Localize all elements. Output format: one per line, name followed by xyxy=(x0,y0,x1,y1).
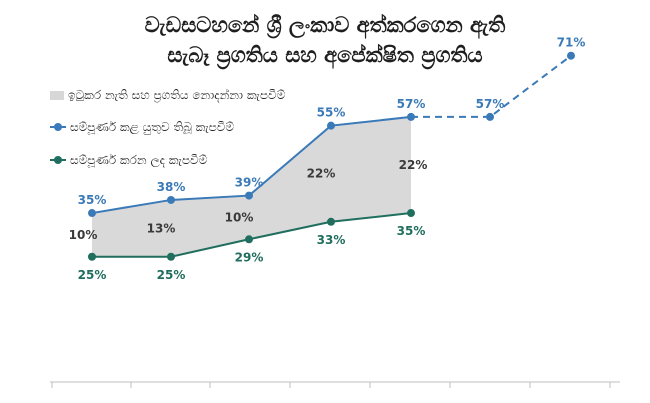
gap-data-label: 10% xyxy=(69,228,98,242)
gap-data-label: 13% xyxy=(147,221,176,235)
chart-title-line2: සැබෑ ප්‍රගතිය සහ අපේක්ෂිත ප්‍රගතිය xyxy=(167,43,483,67)
planned-point xyxy=(486,112,494,121)
actual-data-label: 33% xyxy=(317,233,346,247)
planned-data-label: 39% xyxy=(235,176,264,190)
actual-point xyxy=(245,235,253,244)
legend-item-planned: සම්පූර්ණ කළ යුතුව තිබූ කැපවීම් xyxy=(50,118,234,136)
legend-swatch-planned xyxy=(50,122,66,132)
planned-data-label: 71% xyxy=(557,36,586,50)
actual-data-label: 35% xyxy=(397,224,426,238)
planned-point xyxy=(567,51,575,60)
legend-swatch-gap xyxy=(50,90,64,100)
planned-data-label: 57% xyxy=(397,97,426,111)
planned-data-label: 57% xyxy=(476,97,505,111)
planned-point xyxy=(245,191,253,200)
planned-point xyxy=(88,209,96,218)
gap-data-label: 22% xyxy=(399,158,428,172)
legend-label-gap: ඉටුකර නැති සහ ප්‍රගතිය නොදන්නා කැපවීම් xyxy=(68,87,286,102)
actual-data-label: 29% xyxy=(235,250,264,264)
actual-point xyxy=(88,252,96,261)
gap-data-label: 10% xyxy=(225,210,254,224)
legend-item-actual: සම්පූර්ණ කරන ලද කැපවීම් xyxy=(50,151,207,169)
planned-point xyxy=(407,112,415,121)
planned-data-label: 35% xyxy=(78,193,107,207)
legend-label-planned: සම්පූර්ණ කළ යුතුව තිබූ කැපවීම් xyxy=(70,119,235,134)
actual-point xyxy=(327,217,335,226)
actual-point xyxy=(407,209,415,218)
actual-point xyxy=(167,252,175,261)
planned-data-label: 38% xyxy=(157,180,186,194)
chart-title-line1: වැඩසටහනේ ශ්‍රී ලංකාව අත්කරගෙන ඇති xyxy=(144,13,506,37)
planned-point xyxy=(167,195,175,204)
legend-label-actual: සම්පූර්ණ කරන ලද කැපවීම් xyxy=(70,152,208,167)
planned-data-label: 55% xyxy=(317,106,346,120)
gap-data-label: 22% xyxy=(307,167,336,181)
planned-point xyxy=(327,121,335,130)
actual-data-label: 25% xyxy=(157,268,186,282)
gap-area xyxy=(92,116,411,257)
actual-data-label: 25% xyxy=(78,268,107,282)
legend-swatch-actual xyxy=(50,155,66,165)
legend-item-gap: ඉටුකර නැති සහ ප්‍රගතිය නොදන්නා කැපවීම් xyxy=(50,86,285,104)
